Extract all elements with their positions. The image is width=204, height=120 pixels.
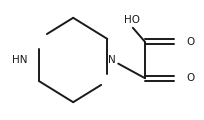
Text: HN: HN bbox=[12, 55, 27, 65]
Text: HO: HO bbox=[123, 15, 139, 25]
Text: O: O bbox=[185, 37, 194, 47]
Text: O: O bbox=[185, 73, 194, 83]
Text: N: N bbox=[107, 55, 115, 65]
